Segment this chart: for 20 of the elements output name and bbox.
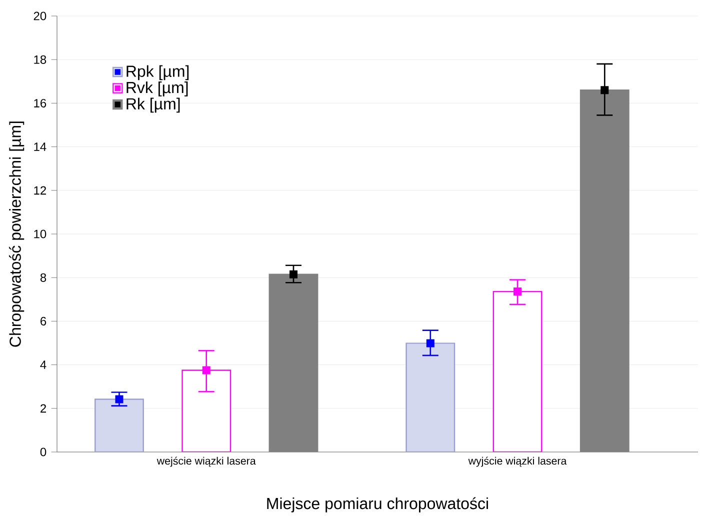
x-tick-label: wyjście wiązki lasera	[468, 456, 567, 467]
y-tick-label: 10	[34, 230, 46, 238]
y-tick-label: 0	[40, 448, 46, 456]
y-axis-title: Chropowatość powierzchni [µm]	[9, 122, 24, 347]
legend-label: Rpk [µm]	[126, 65, 189, 80]
bar	[94, 398, 144, 452]
y-tick-label: 20	[34, 12, 46, 20]
y-tick-label: 4	[40, 360, 46, 369]
legend-label: Rvk [µm]	[126, 81, 188, 96]
legend-label: Rk [µm]	[126, 98, 180, 113]
x-tick-label: wejście wiązki lasera	[156, 456, 256, 467]
y-tick-label: 2	[40, 404, 46, 413]
y-tick-label: 6	[40, 316, 46, 326]
y-tick-label: 8	[40, 273, 46, 282]
y-tick-label: 18	[34, 55, 46, 64]
y-tick-label: 16	[34, 98, 46, 108]
x-axis-title: Miejsce pomiaru chropowatości	[267, 497, 488, 512]
bar	[406, 342, 456, 452]
y-tick-label: 12	[34, 186, 46, 195]
y-tick-label: 14	[34, 142, 46, 151]
